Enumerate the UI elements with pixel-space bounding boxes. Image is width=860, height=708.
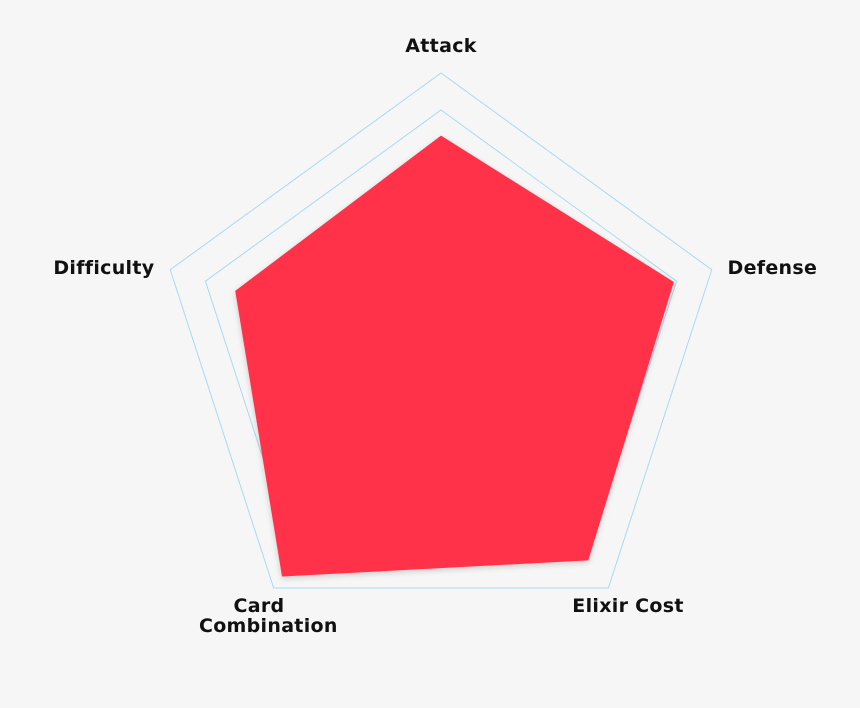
axis-label: Attack bbox=[405, 35, 477, 57]
grid-ring bbox=[169, 72, 713, 589]
axis-label: Card Combination bbox=[198, 595, 338, 638]
axis-label: Elixir Cost bbox=[572, 595, 684, 618]
axis-label: Difficulty bbox=[53, 256, 155, 279]
radar-area bbox=[235, 135, 674, 577]
axis-label: Defense bbox=[727, 256, 818, 279]
